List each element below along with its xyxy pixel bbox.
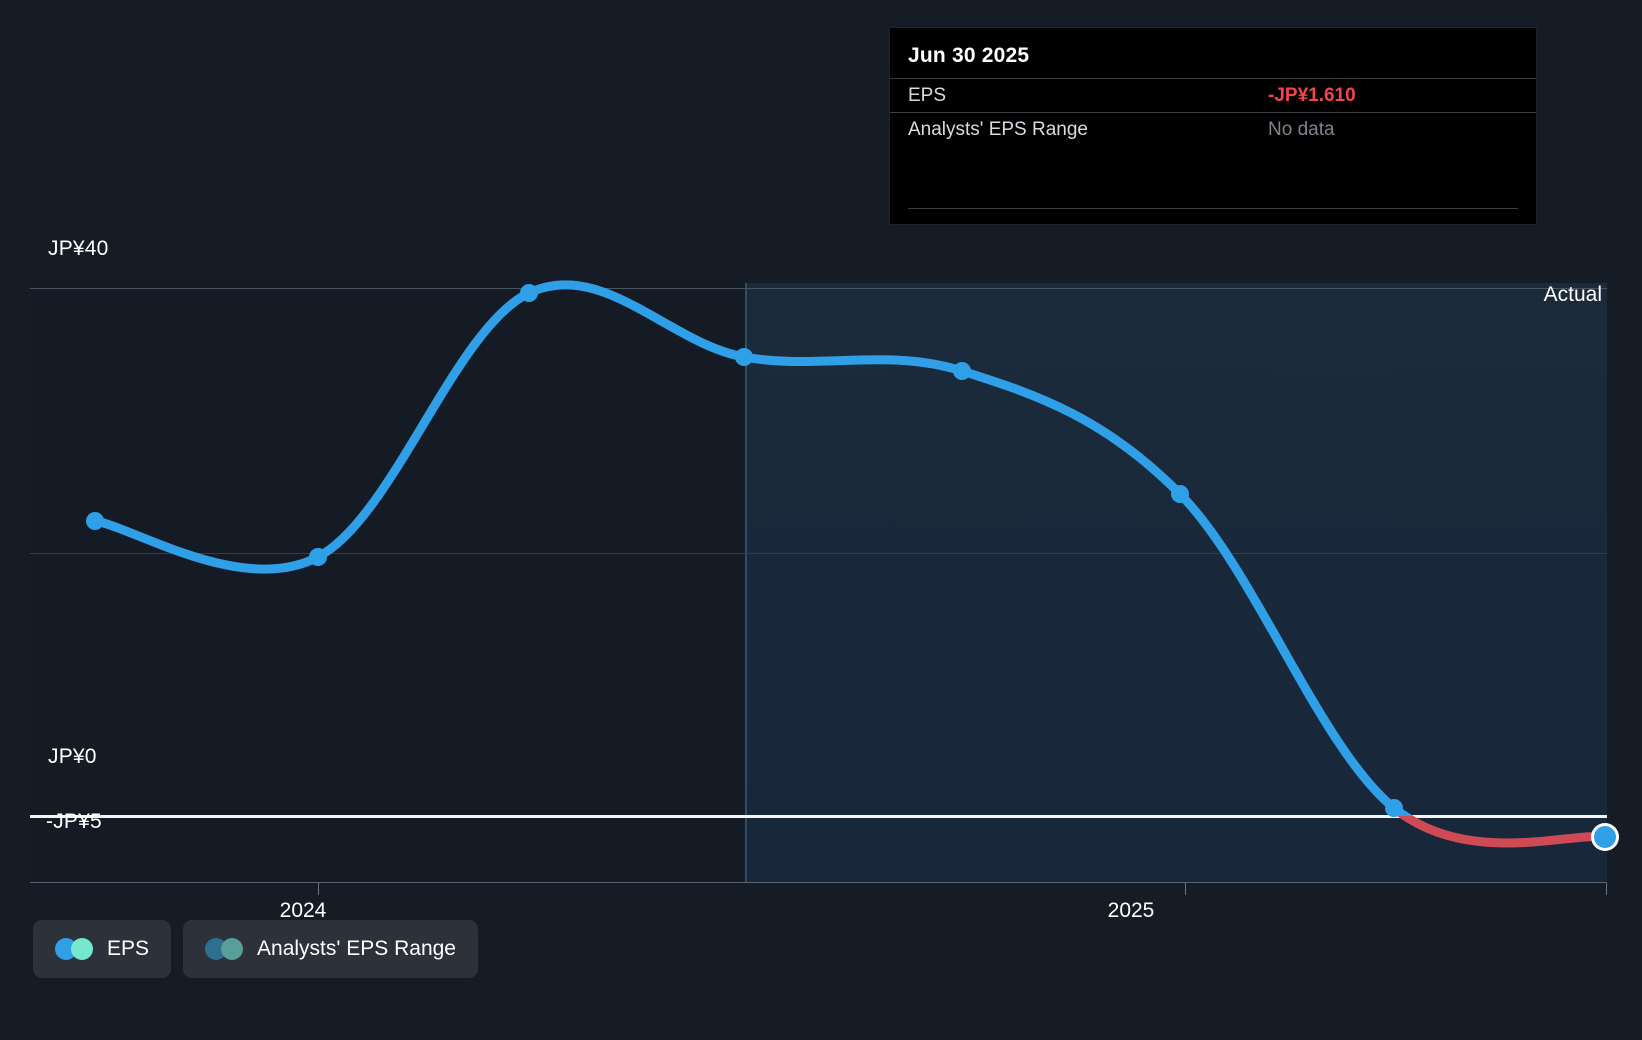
eps-data-point[interactable] xyxy=(953,362,971,380)
actual-region-label: Actual xyxy=(1543,283,1602,306)
eps-data-point[interactable] xyxy=(86,512,104,530)
x-axis-label-2024: 2024 xyxy=(279,899,327,922)
eps-line-positive xyxy=(90,280,1414,816)
tooltip-bottom-rule xyxy=(908,208,1518,209)
gridline-40 xyxy=(30,288,1607,289)
eps-series-icon xyxy=(55,938,93,960)
eps-data-point[interactable] xyxy=(520,284,538,302)
plot-background-actual-right xyxy=(746,283,1607,883)
eps-data-point[interactable] xyxy=(309,548,327,566)
tooltip-value-range: No data xyxy=(1268,118,1335,140)
eps-data-point[interactable] xyxy=(1594,826,1616,848)
tooltip-spacer xyxy=(890,146,1536,208)
x-tick-end xyxy=(1606,883,1607,895)
period-divider xyxy=(745,283,747,883)
gridline-mid xyxy=(30,553,1607,554)
legend-label-analysts-eps-range: Analysts' EPS Range xyxy=(257,937,456,960)
eps-data-markers xyxy=(86,284,1619,851)
x-tick-2025 xyxy=(1185,883,1186,895)
analysts-range-series-icon xyxy=(205,938,244,960)
tooltip: Jun 30 2025 EPS -JP¥1.610 Analysts' EPS … xyxy=(889,27,1537,225)
tooltip-key-range: Analysts' EPS Range xyxy=(908,118,1088,140)
x-tick-2024 xyxy=(318,883,319,895)
y-axis-label-zero: JP¥0 xyxy=(48,745,97,768)
eps-data-point[interactable] xyxy=(1171,485,1189,503)
y-axis-label-bottom: -JP¥5 xyxy=(46,810,102,833)
eps-dot-secondary xyxy=(71,938,93,960)
tooltip-date: Jun 30 2025 xyxy=(908,44,1030,67)
y-axis-label-top: JP¥40 xyxy=(48,237,109,260)
eps-data-point[interactable] xyxy=(735,348,753,366)
zero-line xyxy=(30,815,1607,818)
plot-background-forecast-left xyxy=(30,283,746,883)
legend-item-analysts-eps-range[interactable]: Analysts' EPS Range xyxy=(183,920,478,978)
x-axis-line xyxy=(30,882,1607,883)
legend: EPS Analysts' EPS Range xyxy=(33,920,478,978)
tooltip-value-eps: -JP¥1.610 xyxy=(1268,84,1356,106)
analysts-dot-secondary xyxy=(221,938,244,960)
tooltip-key-eps: EPS xyxy=(908,84,947,106)
tooltip-row-range: Analysts' EPS Range No data xyxy=(890,112,1536,146)
eps-data-point[interactable] xyxy=(1385,799,1403,817)
x-axis-label-2025: 2025 xyxy=(1107,899,1155,922)
eps-line-group xyxy=(86,280,1619,851)
tooltip-row-eps: EPS -JP¥1.610 xyxy=(890,78,1536,112)
legend-label-eps: EPS xyxy=(107,937,150,960)
legend-item-eps[interactable]: EPS xyxy=(33,920,172,978)
